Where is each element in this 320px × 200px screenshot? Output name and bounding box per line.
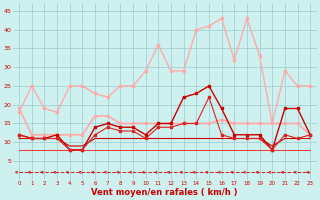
X-axis label: Vent moyen/en rafales ( km/h ): Vent moyen/en rafales ( km/h ) — [92, 188, 238, 197]
